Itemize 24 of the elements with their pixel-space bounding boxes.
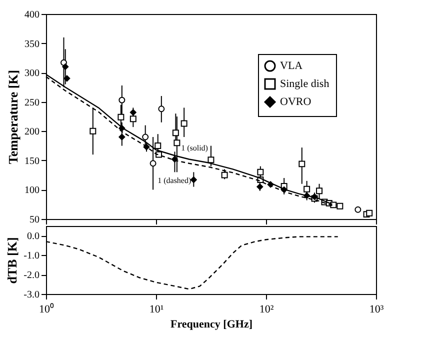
y-tick-label: 400 [24,10,40,20]
y-tick-label: 350 [24,38,40,50]
x-axis-title: Frequency [GHz] [170,318,252,330]
y-axis-title: Temperature [K] [6,70,20,164]
y-tick-label: 300 [24,68,40,80]
y-tick-label: -1.0 [24,250,40,262]
y-tick-label: 50 [30,214,40,226]
legend-label: Single dish [280,78,330,90]
x-tick-label: 10¹ [149,304,164,316]
y-axis-title: dTB [K] [4,237,20,284]
x-tick-label: 10⁰ [39,302,54,316]
y-tick-label: 100 [24,185,40,196]
x-tick-label: 10² [259,304,274,316]
y-tick-label: -2.0 [24,270,40,282]
annotation: 1 (dashed) [158,176,192,186]
annotation: 1 (solid) [181,143,208,152]
y-tick-label: 200 [24,126,40,138]
y-tick-label: 150 [24,156,40,167]
y-tick-label: -3.0 [24,290,40,300]
y-tick-label: 0.0 [27,231,40,242]
y-tick-label: 250 [24,97,40,108]
x-tick-label: 10³ [369,304,384,316]
legend-label: VLA [280,60,303,72]
legend-label: OVRO [280,96,312,108]
